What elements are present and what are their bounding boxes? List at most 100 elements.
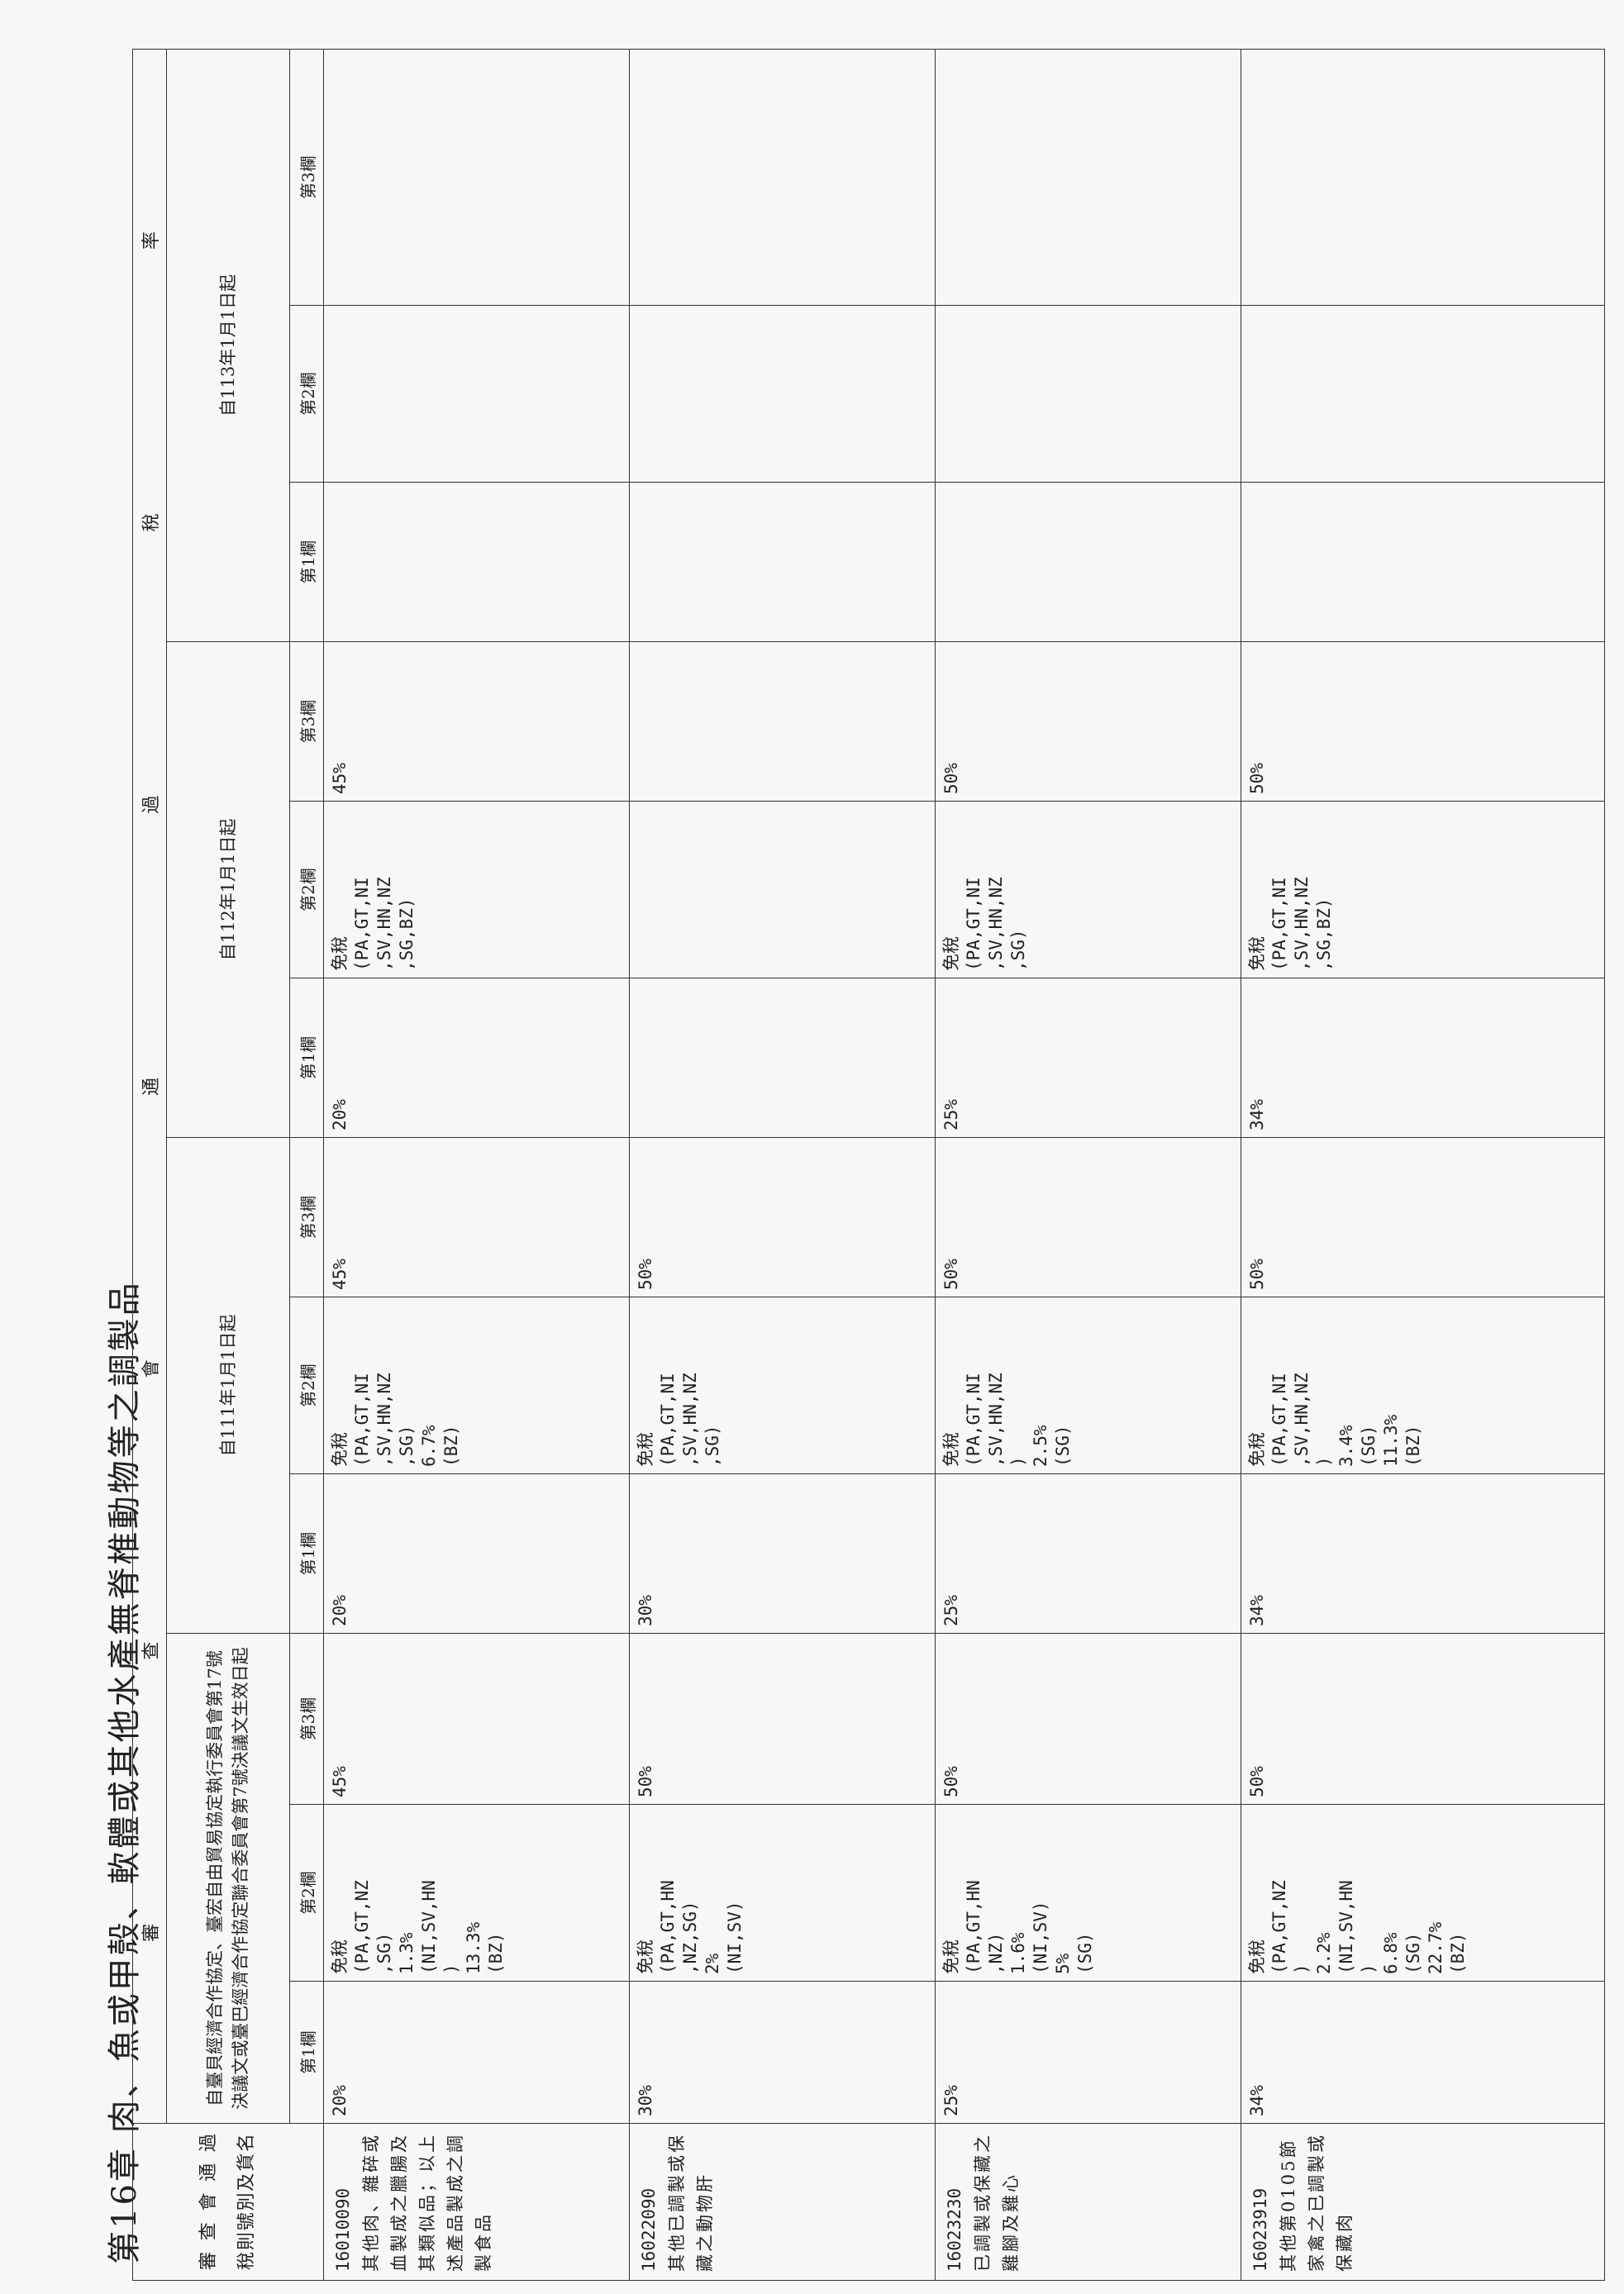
band-chars: 審查會通過稅率 — [136, 50, 163, 2123]
band-char: 率 — [141, 231, 162, 250]
column-label: 第1欄 — [289, 1473, 324, 1634]
rate-cell — [935, 305, 1241, 483]
table-row: 16010090 其他肉、雜碎或血製成之臘腸及其類似品；以上述產品製成之調製食品 2… — [323, 49, 630, 2281]
rate-cell: 50% — [1241, 641, 1605, 802]
rate-cell: 50% — [935, 1137, 1241, 1297]
code_col_line2-char: 號 — [236, 2212, 257, 2231]
code-header-line1: 審查會通過 — [190, 2134, 228, 2270]
item-cell: 16022090 其他已調製或保藏之動物肝 — [629, 2123, 936, 2281]
band-char: 審 — [141, 1922, 162, 1942]
code_col_line1-char: 審 — [198, 2251, 219, 2270]
goods-name: 已調製或保藏之雞腳及雞心 — [973, 2133, 1021, 2272]
code-name-header: 審查會通過 稅則號別及貨名 — [132, 2123, 324, 2281]
period-header-1: 自臺貝經濟合作協定、臺宏自由貿易協定執行委員會第17號決議文或臺巴經濟合作協定聯… — [166, 1633, 290, 2124]
rate-cell: 30% — [629, 1981, 936, 2124]
column-label: 第3欄 — [289, 1633, 324, 1805]
rate-cell: 34% — [1241, 1473, 1605, 1634]
column-label: 第1欄 — [289, 978, 324, 1138]
rate-cell: 45% — [323, 1633, 630, 1805]
rate-cell — [629, 801, 936, 978]
rate-cell — [629, 978, 936, 1138]
rate-cell: 50% — [629, 1633, 936, 1805]
rate-cell — [629, 305, 936, 483]
rate-cell: 免稅 (PA,GT,NZ ,SG) 1.3% (NI,SV,HN ) 13.3%… — [323, 1804, 630, 1982]
rate-cell: 免稅 (PA,GT,NI ,SV,HN,NZ ,SG) 6.7% (BZ) — [323, 1297, 630, 1474]
tariff-code: 16022090 — [639, 2187, 659, 2272]
code_col_line2-char: 貨 — [236, 2153, 257, 2172]
rate-cell: 50% — [1241, 1633, 1605, 1805]
rate-cell — [629, 641, 936, 802]
rate-cell — [935, 49, 1241, 306]
item-cell: 16010090 其他肉、雜碎或血製成之臘腸及其類似品；以上述產品製成之調製食品 — [323, 2123, 630, 2281]
rate-cell: 34% — [1241, 1981, 1605, 2124]
band-char: 通 — [141, 1076, 162, 1096]
rate-cell — [629, 482, 936, 642]
rate-cell: 50% — [935, 641, 1241, 802]
rate-cell: 45% — [323, 1137, 630, 1297]
table-body: 16010090 其他肉、雜碎或血製成之臘腸及其類似品；以上述產品製成之調製食品 2… — [323, 49, 1605, 2281]
period-header-4: 自113年1月1日起 — [166, 49, 290, 642]
rate-cell: 20% — [323, 978, 630, 1138]
column-label: 第2欄 — [289, 801, 324, 978]
code_col_line1-char: 過 — [198, 2134, 219, 2153]
code_col_line1-char: 查 — [198, 2222, 219, 2241]
period-header-2: 自111年1月1日起 — [166, 1137, 290, 1634]
goods-name: 其他第0105節家禽之已調製或保藏肉 — [1279, 2133, 1355, 2272]
table-row: 16023919 其他第0105節家禽之已調製或保藏肉 34% 免稅 (PA,GT,N… — [1241, 49, 1605, 2281]
column-label: 第2欄 — [289, 305, 324, 483]
rate-cell: 25% — [935, 978, 1241, 1138]
rate-cell — [629, 49, 936, 306]
column-label: 第3欄 — [289, 49, 324, 306]
rate-cell — [1241, 49, 1605, 306]
goods-name: 其他肉、雜碎或血製成之臘腸及其類似品；以上述產品製成之調製食品 — [361, 2133, 493, 2272]
table-header: 審查會通過 稅則號別及貨名 審查會通過稅率 自臺貝經濟合作協定、臺宏自由貿易協定… — [132, 49, 324, 2281]
code_col_line2-char: 別 — [236, 2192, 257, 2211]
band-char: 查 — [141, 1640, 162, 1660]
period-header-3: 自112年1月1日起 — [166, 641, 290, 1138]
column-label: 第3欄 — [289, 641, 324, 802]
rate-cell: 免稅 (PA,GT,HN ,NZ) 1.6% (NI,SV) 5% (SG) — [935, 1804, 1241, 1982]
rate-band-header: 審查會通過稅率 — [132, 49, 167, 2124]
rate-cell: 50% — [629, 1137, 936, 1297]
code_col_line1-char: 通 — [198, 2163, 219, 2182]
rate-cell: 50% — [1241, 1137, 1605, 1297]
rate-cell: 免稅 (PA,GT,NI ,SV,HN,NZ ,SG,BZ) — [1241, 801, 1605, 978]
rate-cell: 30% — [629, 1473, 936, 1634]
rate-cell: 免稅 (PA,GT,NI ,SV,HN,NZ ,SG) — [935, 801, 1241, 978]
rate-cell: 20% — [323, 1981, 630, 2124]
rate-cell — [1241, 305, 1605, 483]
code-header-line2: 稅則號別及貨名 — [228, 2134, 266, 2270]
rate-cell — [1241, 482, 1605, 642]
tariff-code: 16023919 — [1250, 2187, 1270, 2272]
rate-cell: 免稅 (PA,GT,NI ,SV,HN,NZ ) 2.5% (SG) — [935, 1297, 1241, 1474]
rate-cell: 免稅 (PA,GT,NZ ) 2.2% (NI,SV,HN ) 6.8% (SG… — [1241, 1804, 1605, 1982]
rate-cell: 50% — [935, 1633, 1241, 1805]
code_col_line2-char: 及 — [236, 2173, 257, 2192]
rates-table: 審查會通過 稅則號別及貨名 審查會通過稅率 自臺貝經濟合作協定、臺宏自由貿易協定… — [132, 49, 1605, 2281]
code_col_line2-char: 則 — [236, 2232, 257, 2251]
rate-cell: 免稅 (PA,GT,NI ,SV,HN,NZ ,SG) — [629, 1297, 936, 1474]
column-label: 第3欄 — [289, 1137, 324, 1297]
rate-cell: 免稅 (PA,GT,HN ,NZ,SG) 2% (NI,SV) — [629, 1804, 936, 1982]
table-row: 16022090 其他已調製或保藏之動物肝 30% 免稅 (PA,GT,HN ,NZ,… — [629, 49, 936, 2281]
column-label: 第1欄 — [289, 482, 324, 642]
code_col_line1-char: 會 — [198, 2192, 219, 2211]
rate-cell: 25% — [935, 1981, 1241, 2124]
tariff-code: 16010090 — [333, 2187, 353, 2272]
band-char: 會 — [141, 1359, 162, 1378]
item-cell: 16023230 已調製或保藏之雞腳及雞心 — [935, 2123, 1241, 2281]
code_col_line2-char: 名 — [236, 2134, 257, 2153]
rate-cell — [935, 482, 1241, 642]
band-char: 過 — [141, 794, 162, 814]
column-label: 第2欄 — [289, 1804, 324, 1982]
rate-cell: 免稅 (PA,GT,NI ,SV,HN,NZ ,SG,BZ) — [323, 801, 630, 978]
rate-cell: 45% — [323, 641, 630, 802]
column-label: 第1欄 — [289, 1981, 324, 2124]
band-char: 稅 — [141, 512, 162, 532]
rate-cell: 34% — [1241, 978, 1605, 1138]
rate-cell — [323, 49, 630, 306]
column-label-row: 第1欄 第2欄 第3欄 第1欄 第2欄 第3欄 第1欄 第2欄 第3欄 第1欄 第2欄 第3欄 — [289, 49, 324, 2280]
tariff-code: 16023230 — [945, 2187, 964, 2272]
item-cell: 16023919 其他第0105節家禽之已調製或保藏肉 — [1241, 2123, 1605, 2281]
